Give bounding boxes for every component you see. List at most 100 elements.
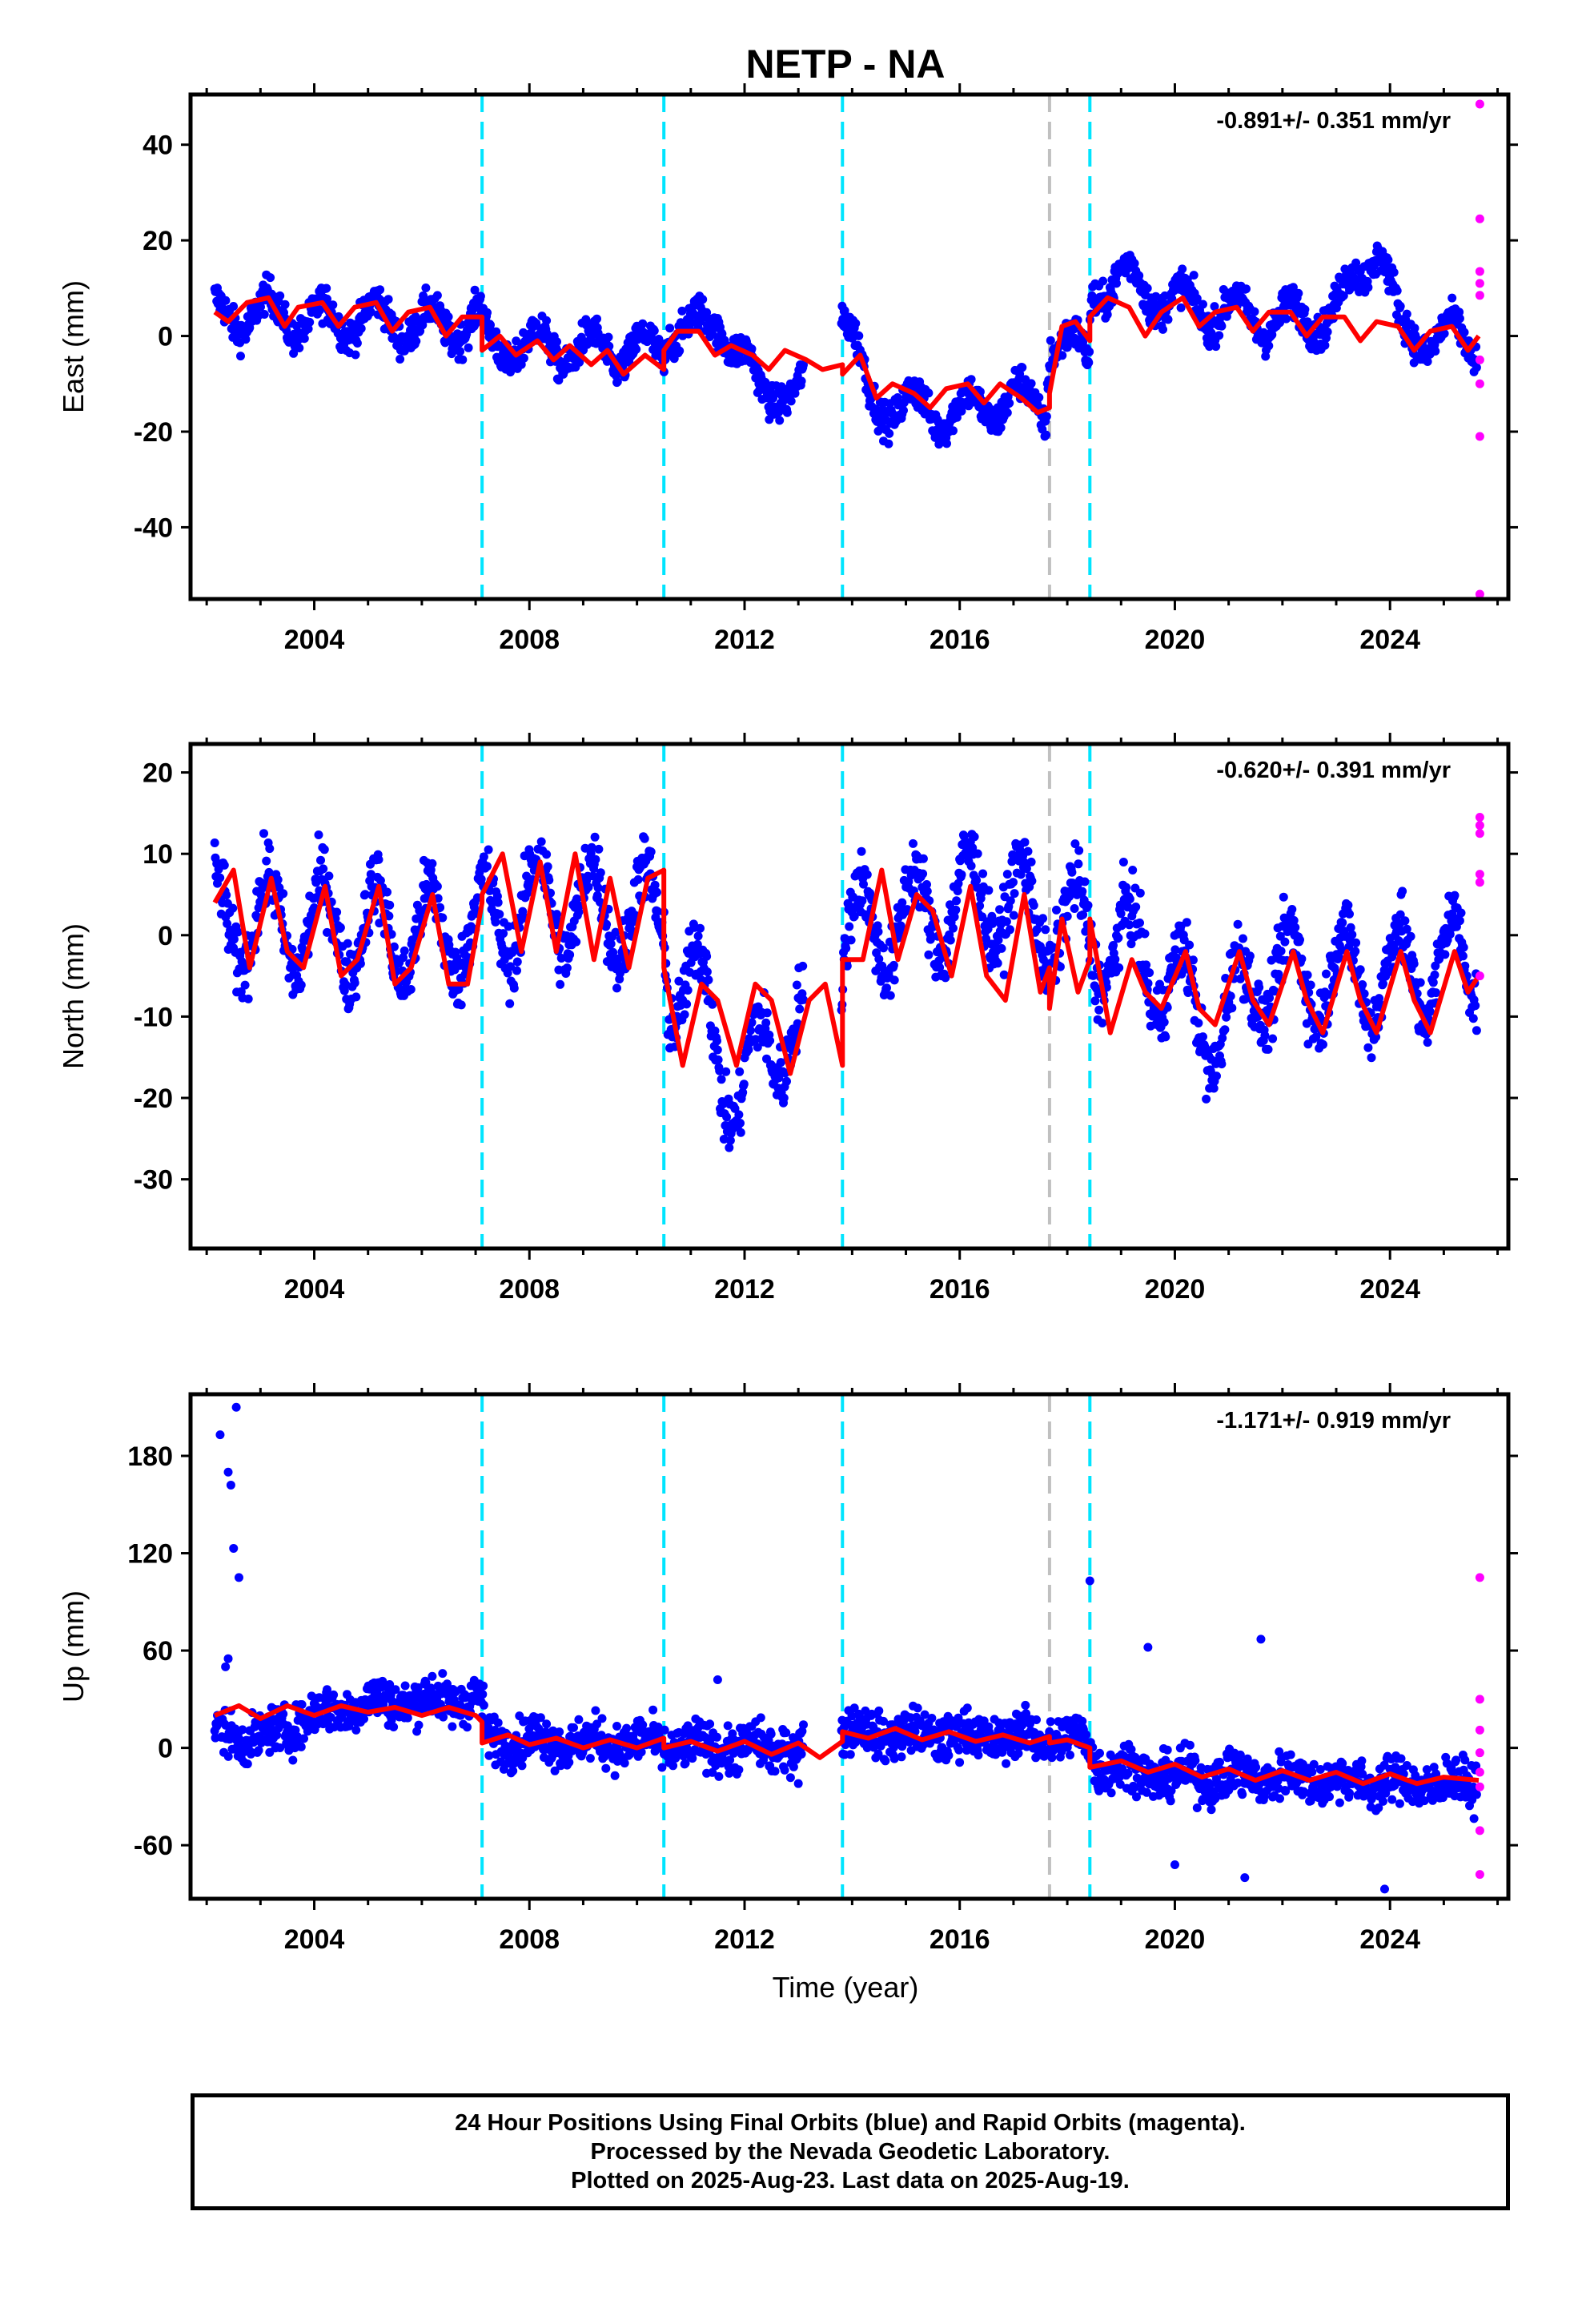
final-orbit-point: [1282, 314, 1291, 324]
final-orbit-point: [479, 1681, 488, 1691]
final-orbit-point: [1245, 951, 1255, 961]
final-orbit-point: [649, 326, 659, 336]
final-orbit-point: [994, 935, 1003, 945]
final-orbit-point: [851, 319, 861, 328]
final-orbit-point: [1182, 918, 1191, 927]
final-orbit-point: [219, 860, 229, 870]
final-orbit-point: [323, 1685, 331, 1695]
y-tick-label: 10: [143, 839, 173, 870]
final-orbit-point: [243, 1759, 252, 1769]
final-orbit-point: [999, 970, 1009, 979]
final-orbit-point: [1294, 288, 1303, 298]
final-orbit-point: [594, 844, 604, 854]
y-axis-label: North (mm): [57, 923, 90, 1069]
final-orbit-point: [585, 1754, 595, 1763]
final-orbit-point: [1227, 1003, 1237, 1013]
final-orbit-point: [438, 1669, 448, 1679]
final-orbit-point: [909, 838, 917, 848]
final-orbit-point: [288, 1755, 298, 1765]
final-orbit-point: [1226, 991, 1235, 1001]
final-orbit-point: [738, 1088, 748, 1097]
final-orbit-point: [885, 991, 895, 1000]
final-orbit-point: [1267, 330, 1277, 340]
final-orbit-point: [949, 426, 958, 436]
final-orbit-point: [1010, 889, 1019, 899]
final-orbit-point: [1289, 915, 1299, 925]
final-orbit-point: [935, 963, 945, 972]
final-orbit-point: [509, 983, 519, 993]
final-orbit-point: [432, 291, 442, 300]
final-orbit-point: [562, 963, 572, 973]
final-orbit-point: [1306, 980, 1315, 990]
rapid-orbit-point: [1475, 878, 1484, 887]
final-orbit-point: [1188, 955, 1198, 965]
final-orbit-point: [484, 845, 493, 854]
final-orbit-point: [265, 844, 275, 854]
rapid-orbit-point: [1475, 355, 1484, 364]
final-orbit-point: [542, 850, 552, 859]
final-orbit-point: [889, 975, 899, 985]
y-tick-label: 20: [143, 758, 173, 789]
final-orbit-point: [1084, 358, 1094, 368]
final-orbit-point: [374, 854, 383, 864]
final-orbit-point: [873, 927, 883, 936]
final-orbit-point: [280, 300, 290, 309]
final-orbit-point: [633, 875, 643, 884]
final-orbit-point: [713, 1045, 722, 1055]
final-orbit-point: [924, 388, 934, 398]
final-orbit-point: [422, 879, 432, 889]
final-orbit-point: [1402, 309, 1411, 319]
final-orbit-point: [596, 868, 605, 878]
final-orbit-point: [744, 1045, 753, 1055]
final-orbit-point: [351, 1725, 361, 1735]
final-orbit-point: [351, 350, 360, 360]
final-orbit-point: [552, 337, 561, 347]
final-orbit-point: [266, 273, 275, 283]
final-orbit-point: [693, 931, 703, 941]
final-orbit-point: [1239, 934, 1247, 943]
x-tick-label: 2012: [714, 1274, 775, 1305]
final-orbit-point: [654, 335, 664, 344]
final-orbit-point: [307, 912, 316, 922]
final-orbit-point: [862, 870, 872, 879]
final-orbit-point: [483, 308, 492, 317]
final-orbit-point: [443, 1679, 452, 1689]
final-orbit-points: [210, 829, 1481, 1152]
final-orbit-point: [1415, 978, 1425, 987]
final-orbit-point: [622, 1723, 632, 1733]
final-orbit-point: [299, 1734, 308, 1743]
final-orbit-point: [438, 913, 448, 923]
final-orbit-point: [550, 1766, 560, 1775]
final-orbit-point: [389, 1723, 399, 1731]
final-orbit-point: [375, 285, 385, 295]
final-orbit-point: [786, 396, 796, 406]
final-orbit-point: [951, 905, 961, 915]
rapid-orbit-point: [1475, 279, 1484, 288]
final-orbit-point: [702, 951, 712, 961]
final-orbit-point: [1029, 901, 1038, 910]
rapid-orbit-point: [1475, 214, 1484, 223]
rapid-orbit-point: [1475, 829, 1484, 838]
final-orbit-point: [897, 898, 907, 907]
final-orbit-point: [1114, 963, 1124, 972]
final-orbit-point: [725, 1755, 735, 1765]
final-orbit-point: [650, 880, 660, 890]
final-orbit-point: [221, 296, 231, 305]
final-orbit-point: [946, 935, 955, 945]
final-orbit-point: [1062, 911, 1072, 921]
final-orbit-point: [418, 320, 428, 330]
final-orbit-point: [1339, 291, 1348, 300]
final-orbit-point: [797, 376, 806, 386]
final-orbit-point: [1287, 905, 1297, 914]
final-orbit-point: [683, 986, 693, 995]
x-tick-label: 2008: [499, 1274, 560, 1305]
final-orbit-point: [476, 875, 486, 884]
final-orbit-point: [478, 1690, 488, 1699]
final-orbit-point: [681, 1759, 690, 1768]
final-orbit-point: [375, 919, 384, 928]
rapid-orbit-point: [1475, 267, 1484, 276]
final-orbit-point: [978, 869, 988, 879]
final-orbit-point: [722, 1112, 732, 1122]
final-orbit-point: [319, 864, 328, 874]
final-orbit-point: [329, 1690, 339, 1699]
